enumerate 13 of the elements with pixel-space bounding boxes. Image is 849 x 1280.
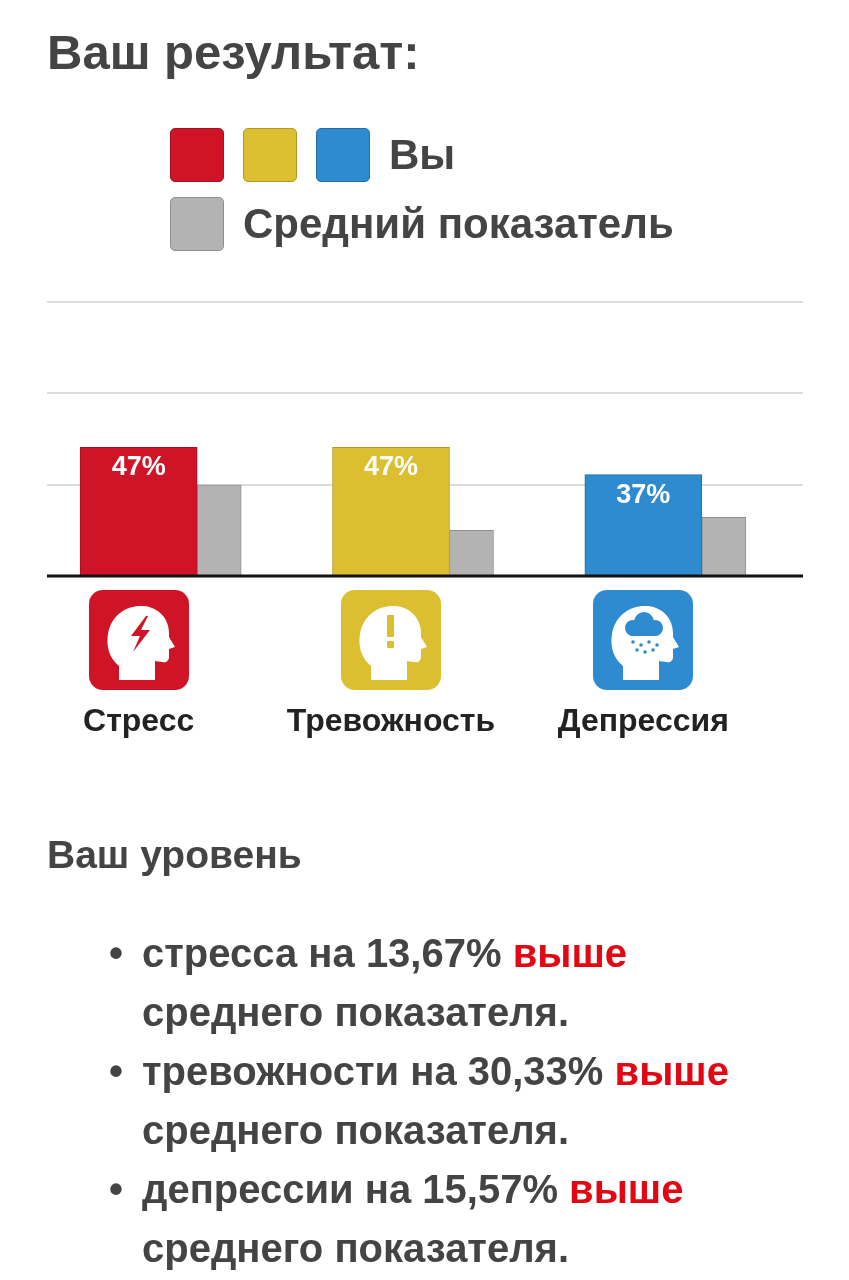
x-tick-label: Тревожность xyxy=(286,702,496,739)
text: • тревожности на 30,33% выше среднего показателя. xyxy=(109,1049,729,1152)
text: • депрессии на 15,57% выше среднего показателя. xyxy=(109,1167,684,1270)
text: Ваш уровень xyxy=(47,832,303,878)
legend-label: Вы xyxy=(389,131,456,179)
x-tick-label: Депрессия xyxy=(557,702,729,739)
data-label: 47% xyxy=(111,451,166,482)
text: • стресса на 13,67% выше среднего показателя. xyxy=(109,931,628,1034)
legend-label: Средний показатель xyxy=(243,200,674,248)
data-label: 47% xyxy=(363,451,419,482)
chart-title: Ваш результат: xyxy=(47,24,420,81)
data-label: 37% xyxy=(616,478,671,509)
x-tick-label: Стресс xyxy=(83,702,195,739)
